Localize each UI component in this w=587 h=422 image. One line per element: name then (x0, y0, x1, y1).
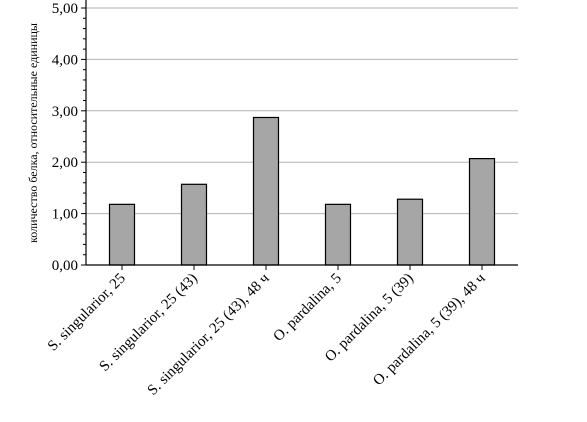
x-category-labels: S. singularior, 25S. singularior, 25 (43… (45, 270, 489, 398)
y-tick-label: 2,00 (52, 155, 78, 171)
axes (81, 0, 518, 270)
y-tick-label: 5,00 (52, 1, 78, 17)
x-category-label: O. pardalina, 5 (270, 271, 344, 345)
y-tick-label: 4,00 (52, 52, 78, 68)
bar (468, 158, 496, 266)
y-tick-label: 3,00 (52, 104, 78, 120)
bar (108, 203, 136, 266)
bar (252, 116, 280, 266)
bar (180, 183, 208, 266)
bar (396, 198, 424, 266)
gridlines (86, 7, 518, 215)
x-category-label: S. singularior, 25 (45, 271, 129, 355)
y-tick-labels: 0,00 1,00 2,00 3,00 4,00 5,00 (52, 1, 78, 274)
x-category-label: S. singularior, 25 (43), 48 ч (145, 270, 273, 398)
y-tick-label: 1,00 (52, 207, 78, 223)
y-axis-label: количество белка, относительные единицы (26, 23, 40, 243)
y-tick-label: 0,00 (52, 258, 78, 274)
bar (324, 203, 352, 266)
bars (108, 116, 496, 266)
